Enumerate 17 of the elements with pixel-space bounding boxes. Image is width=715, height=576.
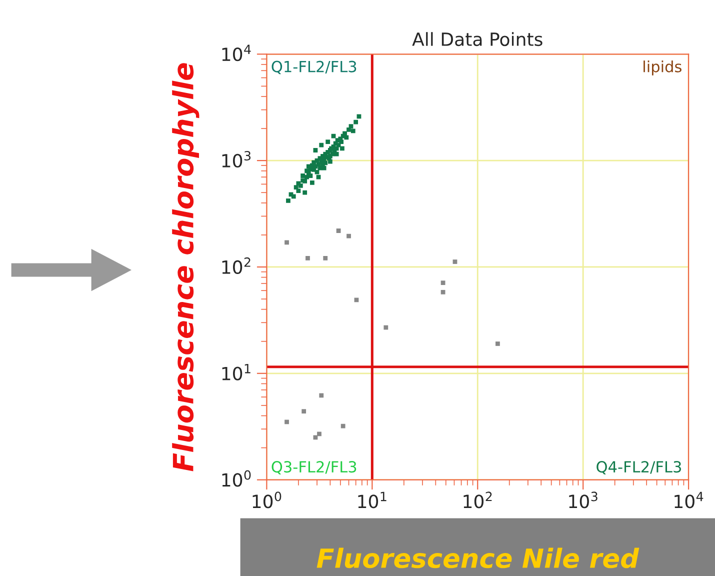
x-tick-label: 10$^{1}$ [358,492,386,508]
y-tick-label: 10$^{4}$ [222,44,251,62]
y-tick-label: 10$^{3}$ [222,150,251,168]
annotation: Q4-FL2/FL3 [596,461,681,474]
annotation: Q3-FL2/FL3 [272,461,356,474]
y-tick-label: 10$^{2}$ [222,257,250,274]
chart-title: All Data Points [412,32,542,46]
annotation: lipids [644,60,682,76]
x-tick-label: 10$^{0}$ [252,492,282,508]
annotation: Q1-FL2/FL3 [272,60,356,74]
x-axis-title: Fluorescence Nile red [316,548,640,568]
y-tick-label: 10$^{0}$ [222,470,251,487]
x-tick-label: 10$^{3}$ [569,492,598,508]
y-tick-label: 10$^{1}$ [222,364,250,380]
x-tick-label: 10$^{4}$ [674,492,704,508]
x-tick-label: 10$^{2}$ [464,492,492,508]
y-axis-title: Fluorescence chlorophylle [172,63,200,472]
